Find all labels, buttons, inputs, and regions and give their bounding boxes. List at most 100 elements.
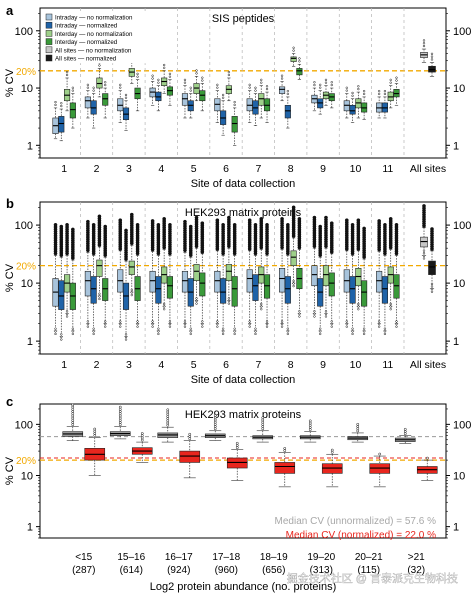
box-b-7-2-low-outlier xyxy=(260,308,263,311)
box-a-1-2-outlier xyxy=(65,73,69,77)
panel-letter-c: c xyxy=(6,394,13,409)
box-b-5-1-low-outlier xyxy=(189,327,192,330)
x-tick-label-a-0: 1 xyxy=(61,163,67,175)
legend-background-a xyxy=(44,11,156,64)
x-tick-label-a-6: 7 xyxy=(255,163,261,175)
box-b-9-2-low-outlier xyxy=(324,312,328,315)
box-b-3-1-low-outlier xyxy=(124,335,128,339)
box-b-6-0-box xyxy=(214,270,221,293)
box-a-6-1-outlier xyxy=(221,93,225,97)
annotation-median-unnormalized: Median CV (unnormalized) = 57.6 % xyxy=(275,516,437,527)
box-b-4-0-low-outlier xyxy=(151,325,154,328)
chart-title-a: SIS peptides xyxy=(212,13,275,25)
box-b-6-2-low-outlier xyxy=(227,299,231,303)
box-b-3-2-box xyxy=(128,260,135,275)
box-b-4-3-outlier xyxy=(168,222,172,227)
box-b-6-2-outlier xyxy=(227,215,231,220)
plot-frame-b xyxy=(39,201,447,355)
box-a-5-1-outlier xyxy=(189,89,192,92)
box-a-8-0-box xyxy=(279,86,286,94)
box-b-11-3-box xyxy=(393,274,400,299)
box-b-4-3-box xyxy=(166,276,173,299)
x-tick-count-c-7: (32) xyxy=(407,565,425,576)
box-b-10-1-low-outlier xyxy=(351,327,354,330)
box-b-all-sites-1-box xyxy=(428,260,436,275)
box-b-7-1-low-outlier xyxy=(254,330,257,333)
box-b-7-0-box xyxy=(246,269,253,293)
box-a-all-sites-0-outlier xyxy=(422,42,426,45)
box-a-11-0-outlier xyxy=(378,92,381,96)
plot-frame-a xyxy=(39,7,447,159)
box-c-bin4-0-outlier xyxy=(261,422,265,426)
box-a-7-1-outlier xyxy=(254,89,257,92)
box-a-1-0-outlier xyxy=(54,103,57,107)
box-c-bin3-1-box xyxy=(226,457,248,469)
box-c-bin6-0-outlier xyxy=(356,427,360,431)
box-b-5-3-low-outlier xyxy=(201,322,204,326)
box-b-9-2-low-outlier xyxy=(324,310,328,313)
box-b-7-3-box xyxy=(263,274,271,299)
box-c-bin3-0-outlier xyxy=(213,418,217,422)
box-c-bin0-0-outlier xyxy=(71,405,75,409)
box-b-11-0-low-outlier xyxy=(378,325,381,328)
box-a-4-3-outlier xyxy=(168,75,172,78)
box-b-8-0-box xyxy=(279,267,286,293)
box-b-3-2-low-outlier xyxy=(130,288,133,292)
box-c-bin2-0-outlier xyxy=(166,408,170,412)
box-b-6-2-low-outlier xyxy=(227,302,231,305)
box-b-2-1-low-outlier xyxy=(92,332,95,336)
box-a-4-2-outlier xyxy=(163,66,166,69)
box-b-4-0-low-outlier xyxy=(151,320,154,323)
box-c-bin2-0-outlier xyxy=(166,412,170,416)
box-b-9-2-low-outlier xyxy=(324,315,328,318)
box-b-all-sites-0-low-outlier xyxy=(422,254,426,257)
box-b-5-0-low-outlier xyxy=(183,325,187,328)
box-a-10-1-outlier xyxy=(351,94,354,97)
box-a-8-1-outlier xyxy=(286,92,289,96)
box-b-3-0-outlier xyxy=(118,218,123,223)
box-b-all-sites-0-outlier xyxy=(422,204,426,208)
box-b-9-3-low-outlier xyxy=(330,320,333,323)
box-b-5-2-box xyxy=(193,264,200,282)
legend-entry-a-3: Interday — normalized xyxy=(55,39,118,46)
box-b-5-0-low-outlier xyxy=(183,322,187,326)
box-b-5-3-outlier xyxy=(200,221,205,226)
box-c-bin4-0-outlier xyxy=(261,416,265,420)
box-c-bin1-0-outlier xyxy=(118,418,122,422)
box-a-7-2-outlier xyxy=(260,81,263,84)
box-c-bin1-0-outlier xyxy=(118,412,122,416)
box-a-1-3-outlier xyxy=(71,86,74,89)
box-b-5-3-box xyxy=(199,272,206,297)
box-a-5-2-outlier xyxy=(195,69,198,72)
box-b-3-2-low-outlier xyxy=(130,291,133,294)
y-tick-label-c-0: 1 xyxy=(27,522,33,534)
box-b-11-1-low-outlier xyxy=(383,330,387,333)
box-b-7-2-outlier xyxy=(259,217,264,221)
box-b-7-0-low-outlier xyxy=(248,325,251,328)
y-tick-right-label-b-2: 100 xyxy=(453,220,471,232)
box-c-bin1-0-outlier xyxy=(118,410,122,413)
box-b-2-2-box xyxy=(96,259,103,277)
box-a-11-1-outlier xyxy=(383,89,387,93)
box-a-7-3-outlier xyxy=(265,85,269,88)
box-a-8-1-outlier xyxy=(286,89,289,93)
box-a-10-2-outlier xyxy=(357,85,360,88)
box-b-5-2-low-outlier xyxy=(195,297,198,300)
box-a-11-3-outlier xyxy=(395,79,398,82)
box-c-bin7-1-outlier xyxy=(425,456,429,460)
y-tick-right-label-c-0: 1 xyxy=(453,522,459,534)
box-c-bin1-0-outlier xyxy=(118,416,122,420)
box-b-1-1-box xyxy=(58,280,65,310)
box-c-bin4-0-outlier xyxy=(261,425,265,428)
x-tick-count-c-2: (924) xyxy=(167,565,190,576)
box-b-4-0-low-outlier xyxy=(151,322,154,326)
legend-entry-a-0: Intraday — no normalization xyxy=(55,15,133,22)
box-b-8-1-outlier xyxy=(285,222,290,227)
box-b-9-1-low-outlier xyxy=(319,330,322,333)
box-b-7-3-outlier xyxy=(265,222,269,227)
x-tick-label-a-5: 6 xyxy=(223,163,229,175)
y-axis-label-a: % CV xyxy=(4,68,16,97)
x-tick-label-a-2: 3 xyxy=(126,163,132,175)
box-b-2-2-outlier xyxy=(97,214,102,219)
